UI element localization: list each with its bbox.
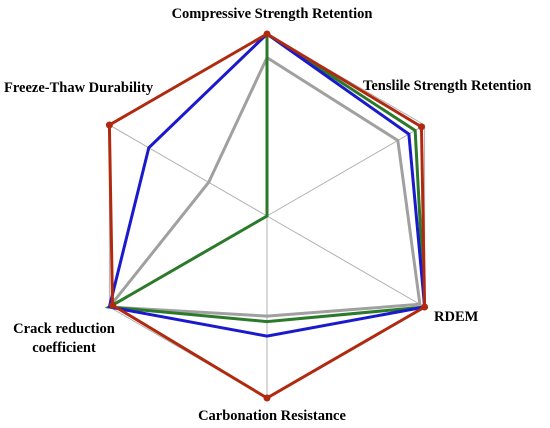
series-point-4-6 bbox=[105, 121, 113, 129]
series-point-4-3 bbox=[421, 303, 429, 311]
axis-label-rdem: RDEM bbox=[434, 309, 479, 325]
radar-spoke bbox=[109, 124, 268, 217]
axis-label-freeze-thaw-durability: Freeze-Thaw Durability bbox=[4, 80, 154, 96]
series-point-4-4 bbox=[263, 394, 271, 402]
series-line-2 bbox=[104, 31, 427, 324]
radar-spoke bbox=[266, 215, 425, 308]
series-point-4-1 bbox=[263, 30, 271, 38]
axis-label-compressive-strength-retention: Compressive Strength Retention bbox=[172, 6, 373, 22]
series-point-4-2 bbox=[417, 123, 425, 131]
radar-series bbox=[104, 30, 429, 402]
axis-label-tensile-strength-retention: Tenslile Strength Retention bbox=[363, 78, 531, 94]
series-line-1 bbox=[106, 55, 422, 318]
axis-label-crack-reduction-coefficient: Crack reduction coefficient bbox=[13, 321, 115, 356]
axis-label-carbonation-resistance: Carbonation Resistance bbox=[198, 408, 346, 424]
series-line-3 bbox=[107, 32, 427, 338]
series-point-4-5 bbox=[109, 301, 117, 309]
axis-labels: Compressive Strength Retention Tenslile … bbox=[4, 6, 531, 424]
